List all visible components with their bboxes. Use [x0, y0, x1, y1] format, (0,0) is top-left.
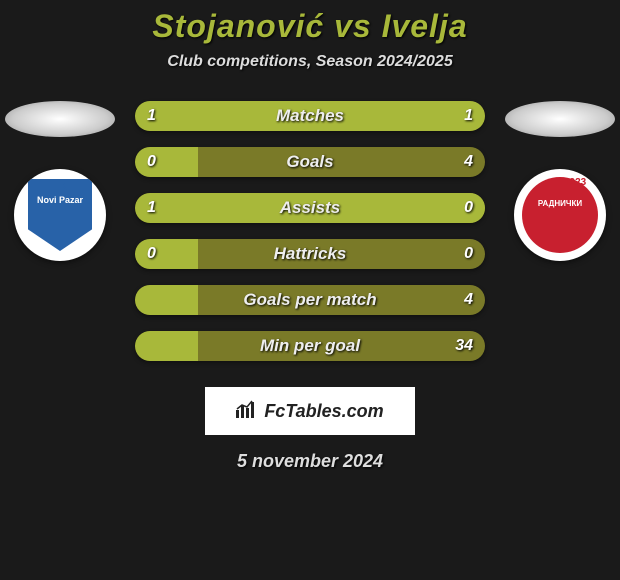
badge-right-text: РАДНИЧКИ	[514, 199, 606, 208]
player-left-column: FK Novi Pazar	[0, 101, 120, 261]
comparison-title: Stojanović vs Ivelja	[0, 0, 620, 45]
badge-left-name: Novi Pazar	[14, 195, 106, 205]
subtitle: Club competitions, Season 2024/2025	[0, 53, 620, 71]
player-right-photo	[505, 101, 615, 137]
stat-label: Min per goal	[135, 331, 485, 361]
badge-left-fk: FK	[14, 181, 106, 193]
player-right-column: 1923 РАДНИЧКИ	[500, 101, 620, 261]
vs-label: vs	[334, 8, 372, 44]
stat-row: Goals per match4	[135, 285, 485, 315]
stat-label: Hattricks	[135, 239, 485, 269]
stat-value-right: 0	[464, 239, 473, 269]
stat-row: 0Hattricks0	[135, 239, 485, 269]
player2-name: Ivelja	[382, 8, 468, 44]
stat-label: Goals per match	[135, 285, 485, 315]
stat-value-right: 4	[464, 285, 473, 315]
player-left-photo	[5, 101, 115, 137]
player1-name: Stojanović	[152, 8, 324, 44]
chart-icon	[236, 400, 258, 423]
stat-label: Matches	[135, 101, 485, 131]
site-logo[interactable]: FcTables.com	[205, 387, 415, 435]
comparison-body: FK Novi Pazar 1Matches10Goals41Assists00…	[0, 101, 620, 381]
stat-label: Goals	[135, 147, 485, 177]
badge-right-year: 1923	[564, 177, 586, 188]
site-logo-text: FcTables.com	[264, 401, 383, 422]
stat-row: 1Matches1	[135, 101, 485, 131]
club-badge-right: 1923 РАДНИЧКИ	[514, 169, 606, 261]
stat-value-right: 4	[464, 147, 473, 177]
stat-row: Min per goal34	[135, 331, 485, 361]
stat-row: 1Assists0	[135, 193, 485, 223]
club-badge-left: FK Novi Pazar	[14, 169, 106, 261]
stat-value-right: 34	[455, 331, 473, 361]
footer-date: 5 november 2024	[0, 451, 620, 472]
stat-value-right: 0	[464, 193, 473, 223]
stats-column: 1Matches10Goals41Assists00Hattricks0Goal…	[135, 101, 485, 377]
stat-label: Assists	[135, 193, 485, 223]
stat-value-right: 1	[464, 101, 473, 131]
stat-row: 0Goals4	[135, 147, 485, 177]
